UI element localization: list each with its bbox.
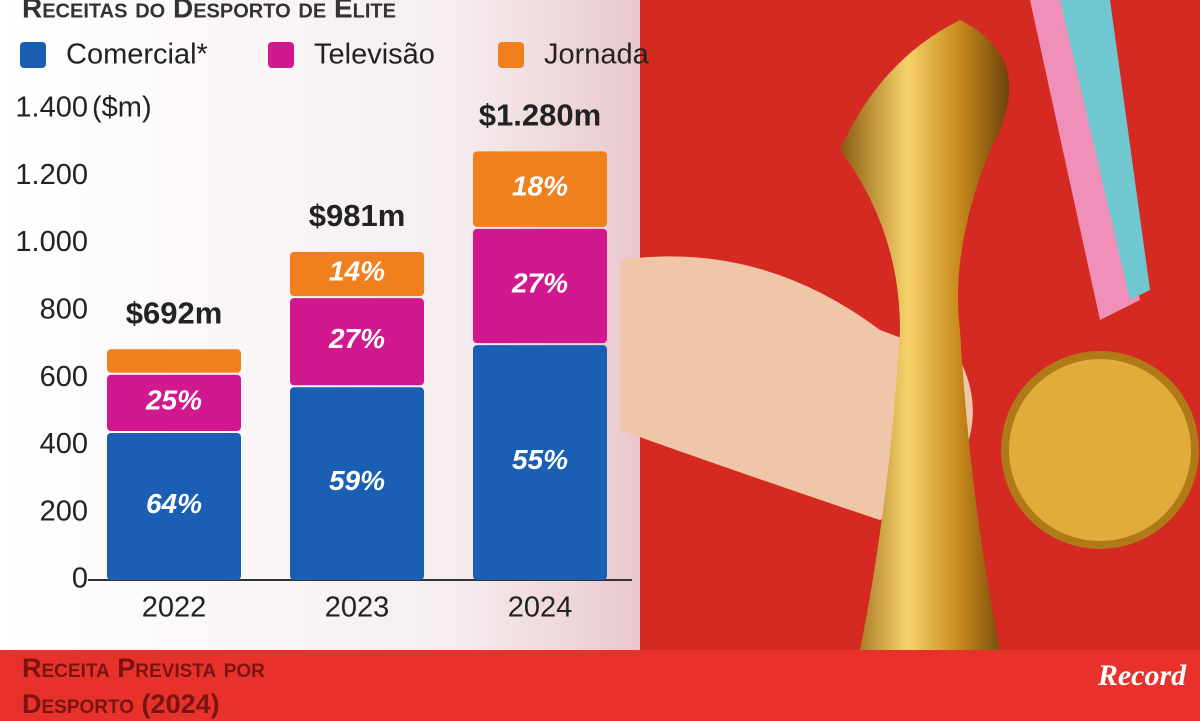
legend-swatch: [268, 42, 294, 68]
bar-segment: [290, 387, 424, 580]
unit-label: ($m): [92, 92, 152, 124]
bar-segment: [473, 345, 607, 580]
x-tick-label: 2022: [142, 592, 207, 624]
bar-segment: [473, 151, 607, 227]
y-tick-label: 1.400: [15, 92, 88, 124]
legend-label: Jornada: [544, 39, 650, 71]
footer-text: Receita Prevista por Desporto (2024): [22, 653, 265, 719]
bar-segment: [107, 433, 241, 580]
segment-label: 27%: [511, 267, 568, 298]
y-tick-label: 200: [40, 495, 88, 527]
total-label: $981m: [309, 198, 406, 233]
footer-band: [0, 650, 1200, 721]
ribbon: [1060, 0, 1150, 300]
chart-title: Receitas do Desporto de Elite: [22, 0, 396, 23]
legend-swatch: [498, 42, 524, 68]
bar-segment: [107, 374, 241, 432]
x-tick-label: 2023: [325, 592, 390, 624]
x-tick-label: 2024: [508, 592, 573, 624]
y-tick-label: 600: [40, 361, 88, 393]
bar-segment: [290, 251, 424, 297]
legend-label: Comercial*: [66, 39, 208, 71]
y-tick-label: 800: [40, 294, 88, 326]
total-label: $1.280m: [479, 98, 601, 133]
segment-label: 14%: [329, 255, 385, 286]
segment-label: 27%: [328, 323, 385, 354]
segment-label: 18%: [512, 171, 568, 202]
ribbon: [1030, 0, 1140, 320]
segment-label: 64%: [146, 488, 202, 519]
logo: Record: [1097, 659, 1187, 692]
legend-swatch: [20, 42, 46, 68]
segment-label: 55%: [512, 444, 568, 475]
hand: [620, 256, 973, 520]
y-tick-label: 0: [72, 563, 88, 595]
medal: [1001, 351, 1199, 549]
segment-label: 59%: [329, 465, 385, 496]
bar-segment: [107, 349, 241, 373]
segment-label: 25%: [145, 384, 202, 415]
legend-label: Televisão: [314, 39, 435, 71]
trophy: [840, 20, 1010, 650]
y-tick-label: 400: [40, 428, 88, 460]
y-tick-label: 1.200: [15, 159, 88, 191]
bar-segment: [290, 298, 424, 386]
total-label: $692m: [126, 295, 223, 330]
bar-segment: [473, 228, 607, 344]
y-tick-label: 1.000: [15, 226, 88, 258]
